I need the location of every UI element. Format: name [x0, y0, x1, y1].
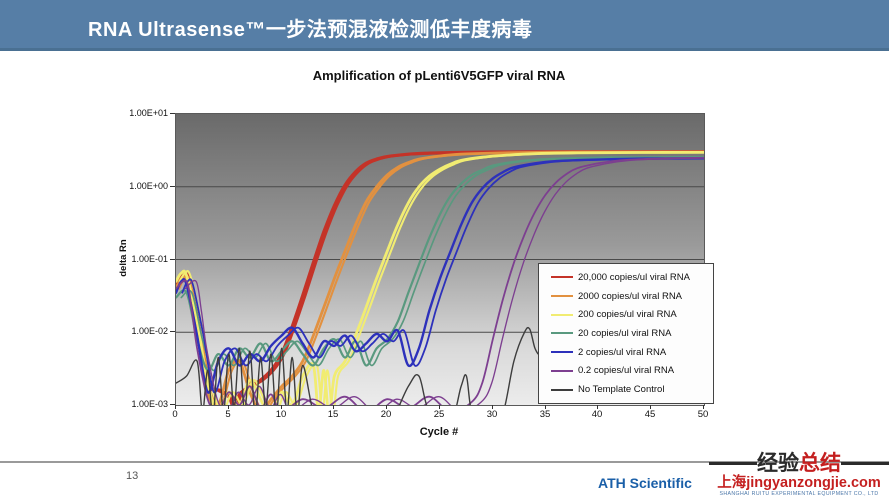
legend: 20,000 copies/ul viral RNA 2000 copies/ul… [538, 263, 714, 404]
y-axis-title: delta Rn [118, 239, 129, 277]
legend-label: 200 copies/ul viral RNA [578, 309, 677, 321]
legend-label: 20 copies/ul viral RNA [578, 327, 672, 339]
x-tick-label: 45 [644, 409, 656, 420]
slide-title: RNA Ultrasense™一步法预混液检测低丰度病毒 [88, 19, 533, 41]
series-line-5 [176, 156, 704, 405]
legend-item-3: 20 copies/ul viral RNA [539, 328, 713, 339]
series-line-replicate-3 [180, 156, 704, 372]
legend-label: 20,000 copies/ul viral RNA [578, 271, 690, 283]
legend-item-4: 2 copies/ul viral RNA [539, 347, 713, 358]
y-tick-label: 1.00E-02 [131, 326, 168, 336]
x-tick-label: 40 [591, 409, 603, 420]
legend-swatch [551, 313, 573, 316]
series-line-4 [176, 157, 704, 394]
plot-canvas [176, 150, 704, 405]
x-tick-label: 5 [225, 409, 231, 420]
legend-item-6: No Template Control [539, 384, 713, 395]
watermark-domain: 上海jingyanzongjie.com [717, 475, 881, 491]
legend-item-2: 200 copies/ul viral RNA [539, 309, 713, 320]
x-tick-label: 15 [327, 409, 339, 420]
series-line-0 [176, 150, 704, 405]
header-bar: RNA Ultrasense™一步法预混液检测低丰度病毒 [0, 0, 889, 51]
legend-label: 0.2 copies/ul viral RNA [578, 365, 675, 377]
watermark-title: 经验 总结 [709, 452, 889, 475]
legend-swatch [551, 369, 573, 372]
watermark-dash-left [709, 462, 757, 465]
x-tick-label: 35 [539, 409, 551, 420]
page-number: 13 [126, 470, 139, 482]
watermark: 经验 总结 上海jingyanzongjie.com SHANGHAI RUIT… [709, 452, 889, 497]
footer-divider [0, 461, 889, 463]
x-tick-label: 30 [486, 409, 498, 420]
watermark-dash-right [841, 462, 889, 465]
plot-area [175, 113, 705, 406]
x-axis-title: Cycle # [419, 426, 459, 438]
y-tick-label: 1.00E-03 [131, 399, 168, 409]
legend-swatch [551, 351, 573, 354]
legend-swatch [551, 388, 573, 391]
legend-item-1: 2000 copies/ul viral RNA [539, 291, 713, 302]
y-tick-label: 1.00E+00 [129, 181, 168, 191]
legend-item-5: 0.2 copies/ul viral RNA [539, 365, 713, 376]
legend-swatch [551, 276, 573, 279]
watermark-title-black: 经验 [757, 452, 799, 475]
watermark-title-red: 总结 [799, 452, 841, 475]
series-line-replicate-5 [184, 157, 704, 405]
legend-swatch [551, 295, 573, 298]
x-tick-label: 0 [172, 409, 178, 420]
legend-item-0: 20,000 copies/ul viral RNA [539, 272, 713, 283]
legend-label: No Template Control [578, 384, 665, 396]
chart-title: Amplification of pLenti6V5GFP viral RNA [312, 68, 566, 83]
legend-label: 2 copies/ul viral RNA [578, 346, 667, 358]
y-tick-label: 1.00E+01 [129, 108, 168, 118]
brand-text: ATH Scientific [598, 475, 692, 491]
legend-label: 2000 copies/ul viral RNA [578, 290, 683, 302]
legend-swatch [551, 332, 573, 335]
x-tick-label: 20 [380, 409, 392, 420]
watermark-subtext: SHANGHAI RUITU EXPERIMENTAL EQUIPMENT CO… [719, 491, 879, 497]
x-tick-label: 25 [433, 409, 445, 420]
x-tick-label: 10 [275, 409, 287, 420]
x-tick-label: 50 [697, 409, 709, 420]
